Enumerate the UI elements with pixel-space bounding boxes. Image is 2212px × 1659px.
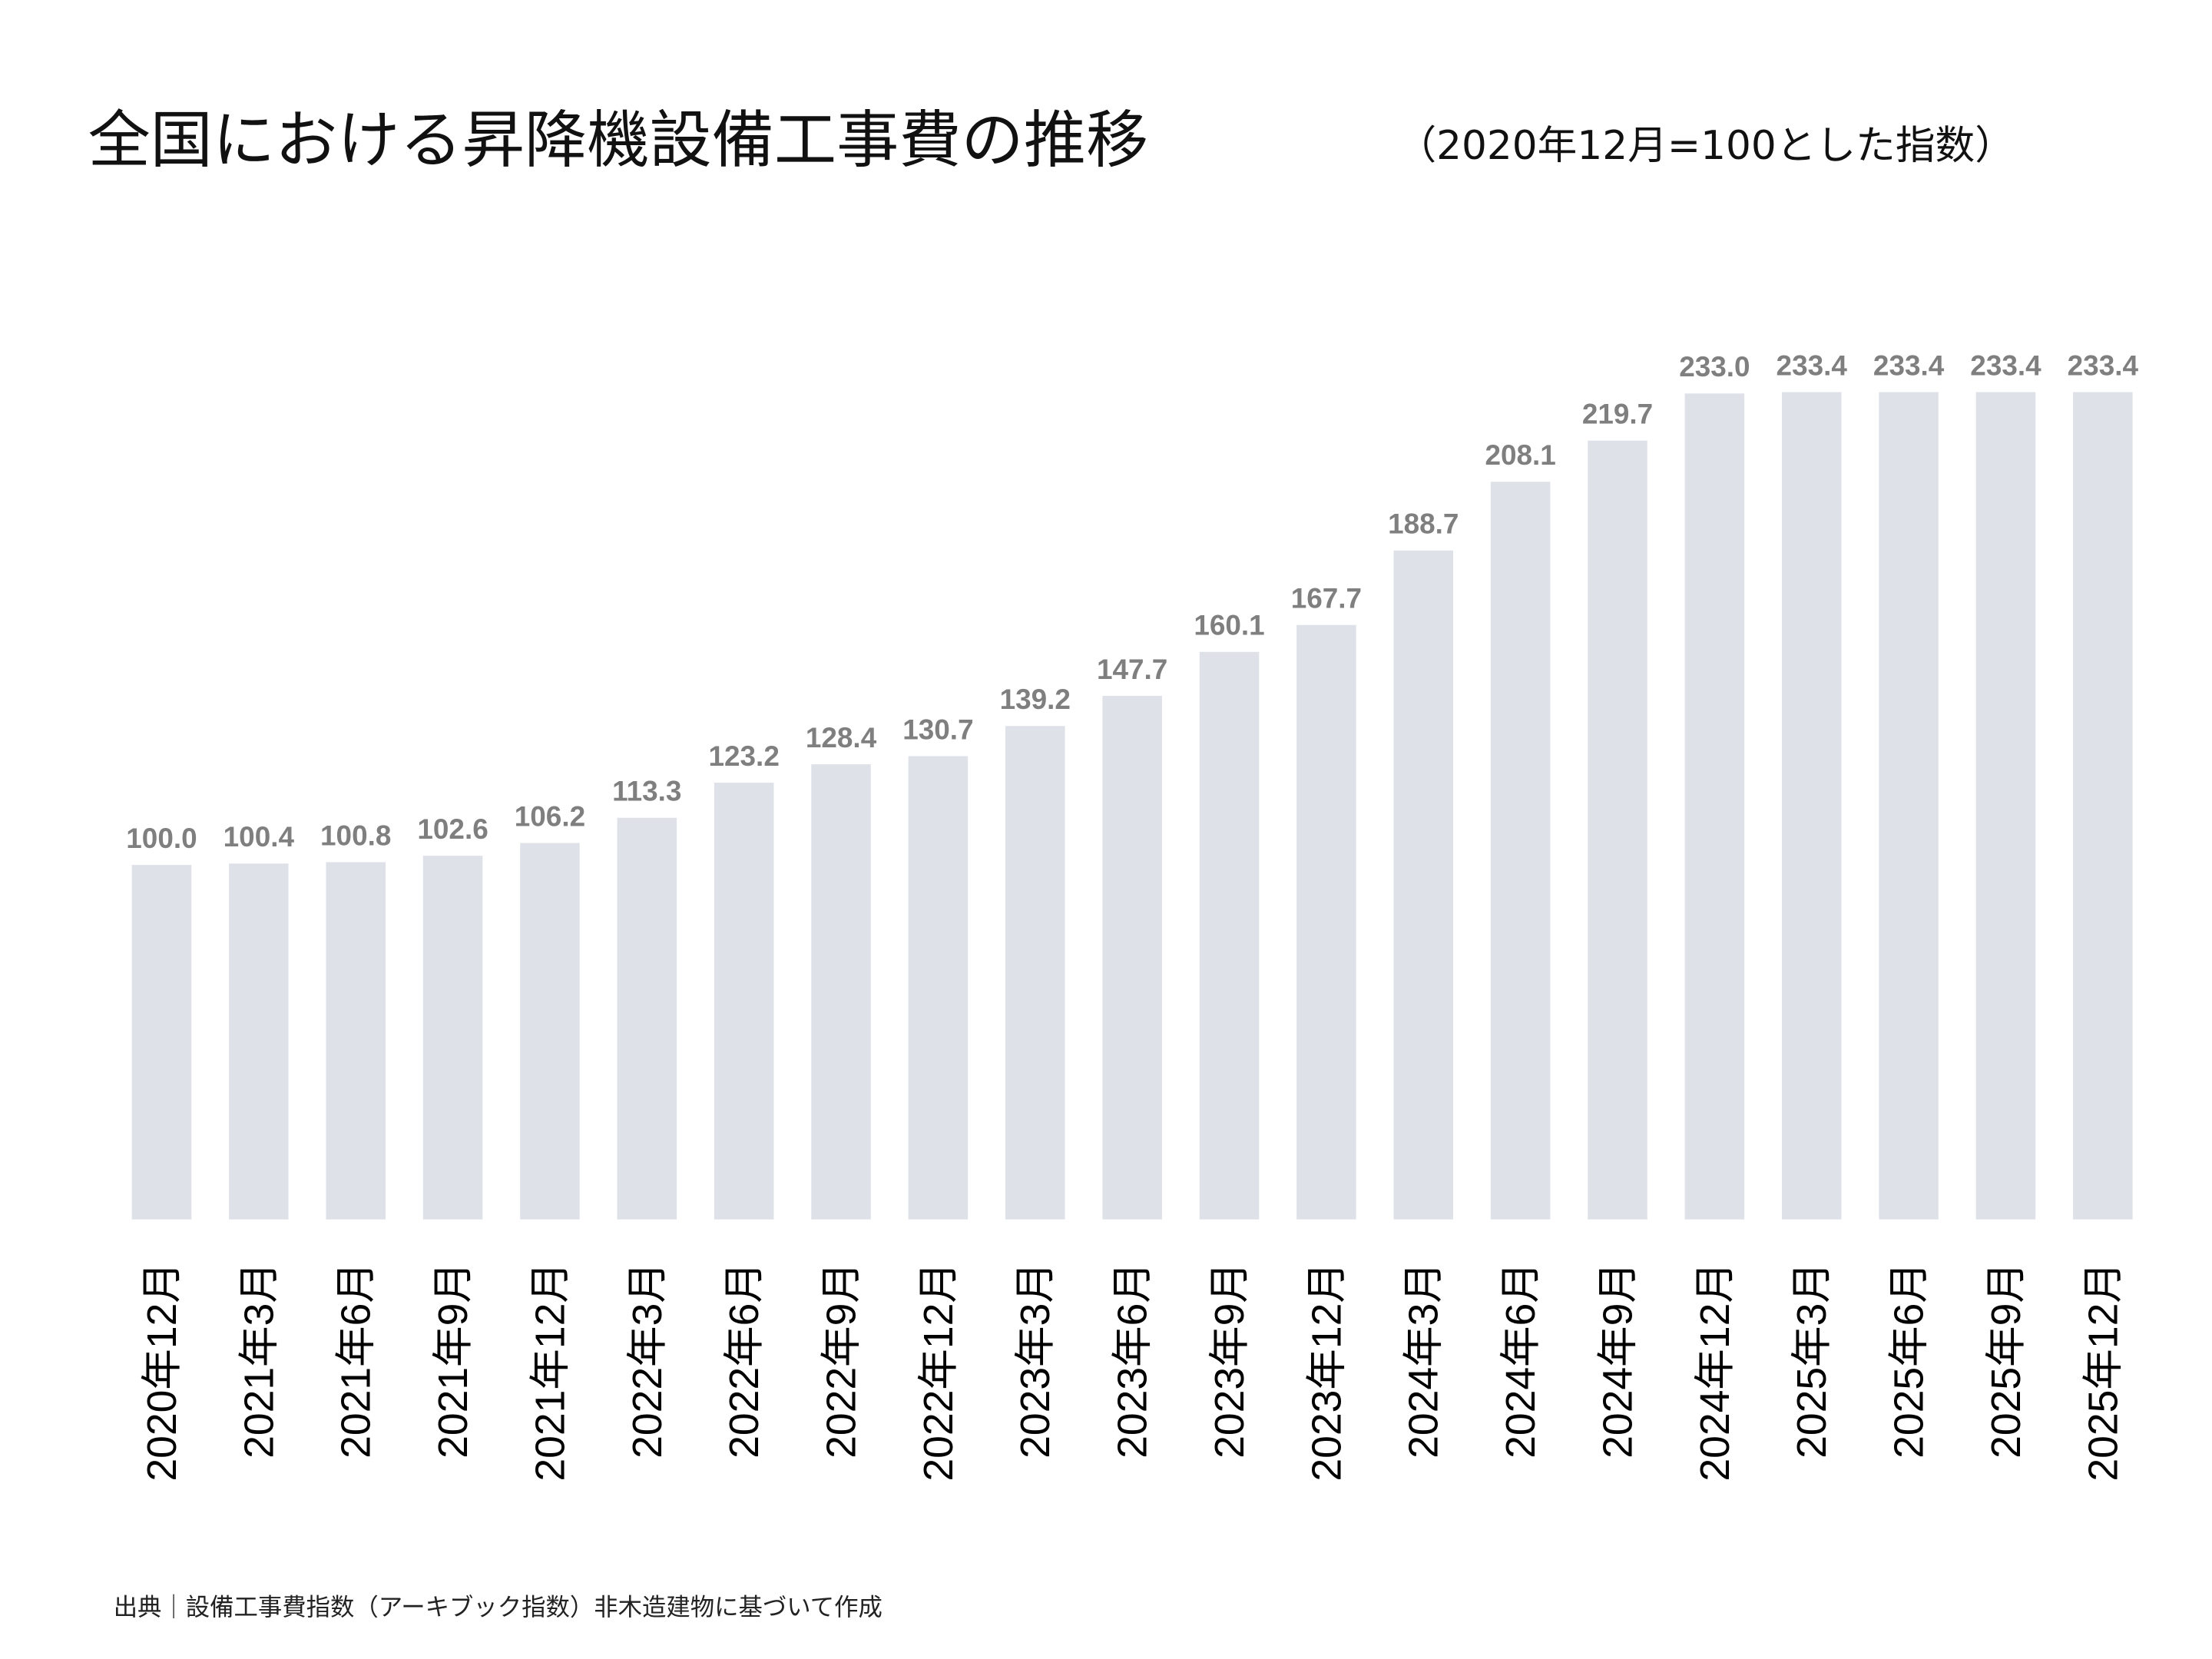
bar xyxy=(1393,550,1454,1220)
value-label: 100.0 xyxy=(126,823,197,854)
value-label: 130.7 xyxy=(902,714,973,745)
x-tick-label: 2025年6月 xyxy=(1887,1262,1932,1459)
x-tick-label: 2024年6月 xyxy=(1498,1262,1544,1459)
x-tick-label: 2025年12月 xyxy=(2081,1262,2126,1482)
bar xyxy=(1588,440,1647,1220)
value-label: 233.4 xyxy=(1873,349,1945,381)
bars xyxy=(131,392,2133,1220)
bar xyxy=(326,862,386,1220)
value-label: 100.8 xyxy=(320,820,391,851)
x-tick-label: 2020年12月 xyxy=(140,1262,185,1482)
value-label: 113.3 xyxy=(612,776,681,807)
bar xyxy=(229,863,289,1220)
bar xyxy=(2073,392,2133,1220)
value-label: 233.4 xyxy=(1777,349,1848,381)
value-labels: 100.0 100.4 100.8 102.6 106.2 113.3 123.2 128.4… xyxy=(126,349,2138,854)
bar xyxy=(1781,392,1842,1220)
bar xyxy=(908,756,969,1220)
x-tick-label: 2023年9月 xyxy=(1207,1262,1253,1459)
x-tick-label: 2025年3月 xyxy=(1790,1262,1835,1459)
x-tick-label: 2021年3月 xyxy=(237,1262,282,1459)
x-tick-label: 2024年3月 xyxy=(1402,1262,1447,1459)
value-label: 233.4 xyxy=(2068,349,2139,381)
bar xyxy=(131,865,192,1220)
bar xyxy=(1005,726,1065,1220)
value-label: 102.6 xyxy=(417,813,488,845)
footnote: 出典｜設備工事費指数（アーキブック指数）非木造建物に基づいて作成 xyxy=(114,1594,882,1621)
bar xyxy=(1879,392,1939,1220)
value-label: 106.2 xyxy=(515,800,585,832)
value-label: 188.7 xyxy=(1388,508,1459,540)
chart-subtitle: （2020年12月=100とした指数） xyxy=(1396,123,2014,169)
x-tick-label: 2022年3月 xyxy=(625,1262,671,1459)
bar xyxy=(1975,392,2036,1220)
x-tick-label: 2023年12月 xyxy=(1304,1262,1349,1482)
bar xyxy=(1490,482,1551,1220)
bar xyxy=(1102,696,1162,1220)
value-label: 167.7 xyxy=(1291,583,1362,614)
value-label: 219.7 xyxy=(1582,399,1653,430)
value-label: 100.4 xyxy=(224,821,295,853)
bar xyxy=(1684,393,1745,1220)
x-tick-label: 2022年12月 xyxy=(916,1262,962,1482)
chart-title: 全国における昇降機設備工事費の推移 xyxy=(88,104,1148,177)
bar xyxy=(1296,624,1356,1220)
x-tick-label: 2024年9月 xyxy=(1595,1262,1641,1459)
value-label: 208.1 xyxy=(1485,439,1555,471)
x-axis-labels: 2020年12月 2021年3月 2021年6月 2021年9月 2021年12月 202… xyxy=(140,1262,2126,1482)
bar xyxy=(617,817,677,1220)
value-label: 139.2 xyxy=(1000,684,1071,715)
value-label: 160.1 xyxy=(1194,610,1264,641)
x-tick-label: 2021年6月 xyxy=(334,1262,379,1459)
value-label: 147.7 xyxy=(1097,654,1167,685)
value-label: 233.0 xyxy=(1679,351,1750,382)
x-tick-label: 2021年12月 xyxy=(528,1262,573,1482)
bar xyxy=(1199,651,1260,1220)
x-tick-label: 2024年12月 xyxy=(1693,1262,1738,1482)
x-tick-label: 2021年9月 xyxy=(431,1262,476,1459)
value-label: 233.4 xyxy=(1970,349,2041,381)
bar xyxy=(422,856,483,1220)
bar xyxy=(811,764,871,1220)
value-label: 123.2 xyxy=(708,740,779,772)
x-tick-label: 2022年6月 xyxy=(722,1262,767,1459)
bar xyxy=(714,783,774,1220)
bar xyxy=(520,843,580,1220)
x-tick-label: 2025年9月 xyxy=(1984,1262,2029,1459)
x-tick-label: 2022年9月 xyxy=(820,1262,865,1459)
x-tick-label: 2023年6月 xyxy=(1111,1262,1156,1459)
value-label: 128.4 xyxy=(806,722,877,753)
x-tick-label: 2023年3月 xyxy=(1013,1262,1058,1459)
